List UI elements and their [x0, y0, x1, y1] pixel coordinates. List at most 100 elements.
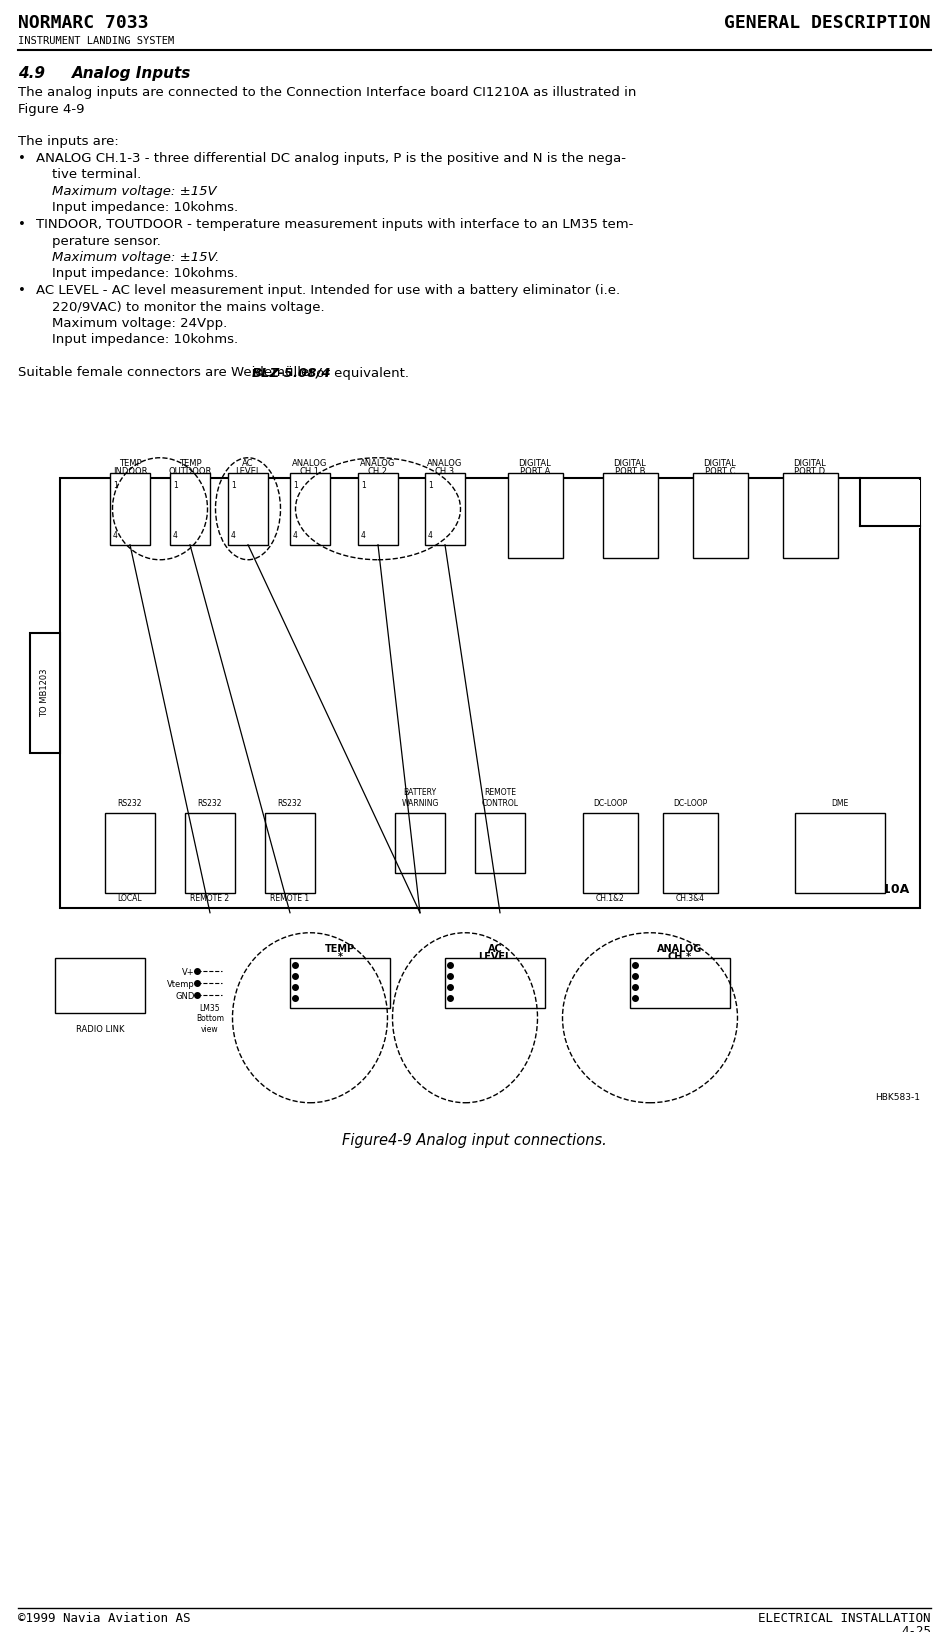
Text: 1: 1: [231, 481, 235, 490]
Text: 3 - ANLG*N: 3 - ANLG*N: [642, 986, 685, 996]
Text: 1: 1: [428, 481, 433, 490]
Text: AC: AC: [242, 459, 253, 468]
Text: CH.3: CH.3: [435, 467, 456, 477]
Bar: [860, 480, 920, 527]
Text: TINDOOR, TOUTDOOR - temperature measurement inputs with interface to an LM35 tem: TINDOOR, TOUTDOOR - temperature measurem…: [36, 219, 633, 232]
Text: TEMP: TEMP: [325, 943, 355, 953]
Bar: [358, 473, 398, 545]
Text: RS232: RS232: [197, 798, 222, 808]
Text: V+: V+: [182, 968, 195, 976]
Text: ANALOG: ANALOG: [427, 459, 463, 468]
Text: BLZ-5.08/4: BLZ-5.08/4: [252, 367, 331, 380]
Text: Input impedance: 10kohms.: Input impedance: 10kohms.: [52, 268, 238, 281]
Text: ANALOG: ANALOG: [292, 459, 327, 468]
Text: RS232: RS232: [278, 798, 302, 808]
Text: 1 - ANLG*P: 1 - ANLG*P: [642, 965, 684, 973]
Text: 4: 4: [231, 530, 236, 540]
Bar: [663, 813, 718, 893]
Text: •: •: [18, 152, 26, 165]
Text: 3 - VACN: 3 - VACN: [457, 986, 491, 996]
Text: DIGITAL: DIGITAL: [703, 459, 736, 468]
Bar: [783, 473, 838, 558]
Bar: [475, 813, 525, 873]
Text: 4-25: 4-25: [901, 1625, 931, 1632]
Text: RS232: RS232: [118, 798, 142, 808]
Text: NORMARC 7033: NORMARC 7033: [18, 15, 148, 33]
Text: 2 - GND: 2 - GND: [457, 974, 487, 984]
Bar: [290, 473, 330, 545]
Text: Figure 4-9: Figure 4-9: [18, 103, 84, 116]
Text: DME: DME: [831, 798, 848, 808]
Text: Analog Inputs: Analog Inputs: [72, 65, 192, 82]
Bar: [395, 813, 445, 873]
Text: DIGITAL: DIGITAL: [614, 459, 646, 468]
Text: LM35
Bottom
view: LM35 Bottom view: [196, 1004, 224, 1033]
Text: ANALOG: ANALOG: [361, 459, 396, 468]
Text: LEVEL: LEVEL: [235, 467, 261, 477]
Text: 2 - GND: 2 - GND: [642, 974, 672, 984]
Text: CH.1: CH.1: [300, 467, 320, 477]
Text: Figure4-9 Analog input connections.: Figure4-9 Analog input connections.: [342, 1133, 606, 1147]
Text: RADIO LINK: RADIO LINK: [76, 1025, 124, 1033]
Text: DIGITAL: DIGITAL: [518, 459, 551, 468]
Text: PORT C: PORT C: [705, 467, 735, 477]
Bar: [693, 473, 748, 558]
Bar: [185, 813, 235, 893]
Text: GND: GND: [176, 992, 195, 1000]
Text: PORT D: PORT D: [794, 467, 826, 477]
Text: REMOTE 2: REMOTE 2: [191, 894, 230, 902]
Text: TEMP: TEMP: [119, 459, 141, 468]
Text: CH.1&2: CH.1&2: [596, 894, 624, 902]
Text: DIGITAL: DIGITAL: [793, 459, 827, 468]
Text: 3 - GND: 3 - GND: [302, 986, 332, 996]
Text: 1: 1: [361, 481, 365, 490]
Text: 4: 4: [293, 530, 298, 540]
Bar: [425, 473, 465, 545]
Text: 4: 4: [113, 530, 118, 540]
Text: 2 - T*DOOR: 2 - T*DOOR: [302, 974, 345, 984]
Text: PORT B: PORT B: [615, 467, 645, 477]
Text: ANALOG: ANALOG: [658, 943, 702, 953]
Text: 220/9VAC) to monitor the mains voltage.: 220/9VAC) to monitor the mains voltage.: [52, 300, 325, 313]
Text: HBK583-1: HBK583-1: [875, 1093, 920, 1102]
Text: or equivalent.: or equivalent.: [312, 367, 409, 380]
Text: INDOOR: INDOOR: [113, 467, 147, 477]
Bar: [60, 478, 920, 907]
Bar: [290, 958, 390, 1007]
Text: TEMP: TEMP: [178, 459, 201, 468]
Text: perature sensor.: perature sensor.: [52, 235, 161, 248]
Text: 1 - VACP: 1 - VACP: [457, 965, 489, 973]
Text: TO MB1203: TO MB1203: [41, 669, 49, 716]
Text: The inputs are:: The inputs are:: [18, 135, 119, 149]
Text: OUTDOOR: OUTDOOR: [168, 467, 212, 477]
Bar: [55, 958, 145, 1013]
Text: 4.9: 4.9: [18, 65, 45, 82]
Bar: [110, 473, 150, 545]
Text: ANALOG CH.1-3 - three differential DC analog inputs, P is the positive and N is : ANALOG CH.1-3 - three differential DC an…: [36, 152, 626, 165]
Bar: [30, 633, 60, 752]
Text: BATTERY
WARNING: BATTERY WARNING: [401, 788, 438, 808]
Text: 4: 4: [428, 530, 433, 540]
Bar: [105, 813, 155, 893]
Text: CH.2: CH.2: [368, 467, 388, 477]
Text: REMOTE 1: REMOTE 1: [270, 894, 309, 902]
Text: 4 - Not connected: 4 - Not connected: [457, 997, 525, 1005]
Bar: [508, 473, 563, 558]
Text: GENERAL DESCRIPTION: GENERAL DESCRIPTION: [724, 15, 931, 33]
Text: Input impedance: 10kohms.: Input impedance: 10kohms.: [52, 201, 238, 214]
Text: 1: 1: [173, 481, 177, 490]
Text: •: •: [18, 219, 26, 232]
Text: 4 - Not connected: 4 - Not connected: [642, 997, 710, 1005]
Text: Maximum voltage: ±15V: Maximum voltage: ±15V: [52, 184, 216, 197]
Text: 4 - Not connected: 4 - Not connected: [302, 997, 370, 1005]
Text: PORT A: PORT A: [520, 467, 550, 477]
Text: *: *: [338, 951, 343, 961]
Text: Maximum voltage: 24Vpp.: Maximum voltage: 24Vpp.: [52, 317, 227, 330]
Bar: [603, 473, 658, 558]
Text: DC-LOOP: DC-LOOP: [593, 798, 627, 808]
Text: 4: 4: [173, 530, 177, 540]
Text: AC LEVEL - AC level measurement input. Intended for use with a battery eliminato: AC LEVEL - AC level measurement input. I…: [36, 284, 620, 297]
Text: ©1999 Navia Aviation AS: ©1999 Navia Aviation AS: [18, 1612, 191, 1625]
Text: •: •: [18, 284, 26, 297]
Bar: [228, 473, 268, 545]
